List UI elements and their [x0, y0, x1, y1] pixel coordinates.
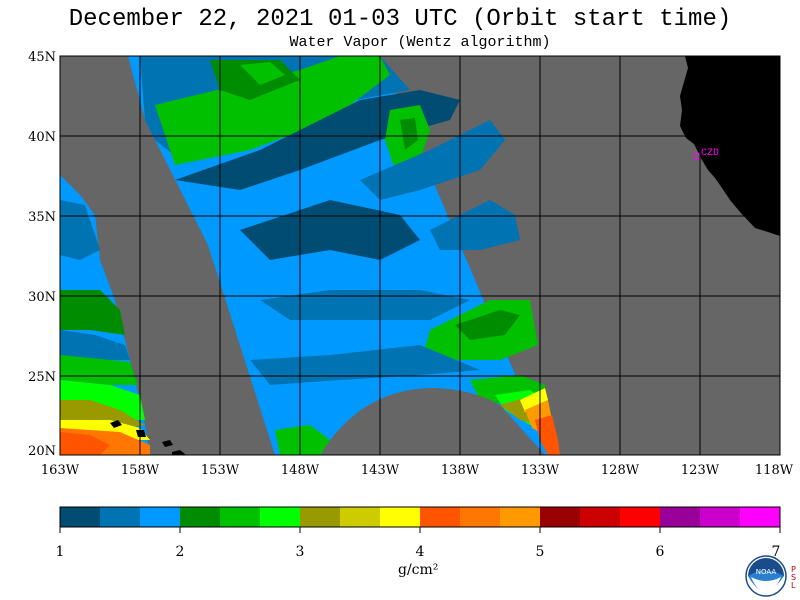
- station-label-czd: CZD: [701, 148, 719, 159]
- psl-label: PSL: [791, 566, 799, 590]
- colorbar-swatch: [500, 507, 540, 527]
- lon-label: 158W: [121, 463, 160, 478]
- colorbar-swatch: [220, 507, 260, 527]
- map-grid: [60, 56, 780, 455]
- map-subtitle: Water Vapor (Wentz algorithm): [289, 34, 551, 51]
- colorbar-tick-label: 2: [175, 544, 185, 560]
- lon-label: 153W: [201, 463, 240, 478]
- colorbar-swatch: [620, 507, 660, 527]
- colorbar-swatch: [660, 507, 700, 527]
- lon-label: 148W: [281, 463, 320, 478]
- left-swath: [60, 175, 150, 455]
- colorbar-swatch: [140, 507, 180, 527]
- lon-label: 138W: [441, 463, 480, 478]
- longitude-labels: 163W 158W 153W 148W 143W 138W 133W 128W …: [41, 463, 794, 478]
- colorbar-swatch: [60, 507, 100, 527]
- land-north-america: [680, 56, 780, 236]
- colorbar-swatch: [100, 507, 140, 527]
- colorbar-swatch: [340, 507, 380, 527]
- lon-label: 163W: [41, 463, 80, 478]
- colorbar-tick-label: 3: [295, 544, 305, 560]
- lat-label: 20N: [28, 444, 56, 459]
- colorbar-tick-label: 6: [655, 544, 665, 560]
- lon-label: 143W: [361, 463, 400, 478]
- colorbar-units: g/cm²: [398, 562, 439, 578]
- lat-label: 40N: [28, 130, 56, 145]
- colorbar-swatch: [540, 507, 580, 527]
- lat-label: 30N: [28, 290, 56, 305]
- latitude-labels: 45N 40N 35N 30N 25N 20N: [28, 50, 56, 459]
- colorbar-tick-label: 4: [415, 544, 425, 560]
- noaa-logo: NOAA: [745, 555, 787, 597]
- colorbar-swatch: [180, 507, 220, 527]
- colorbar-swatch: [420, 507, 460, 527]
- lon-label: 133W: [521, 463, 560, 478]
- colorbar-tick-label: 5: [535, 544, 545, 560]
- lat-label: 45N: [28, 50, 56, 65]
- colorbar-swatch: [300, 507, 340, 527]
- colorbar-swatch: [580, 507, 620, 527]
- map-frame: [59, 55, 781, 456]
- colorbar-swatch: [260, 507, 300, 527]
- colorbar-tick-label: 7: [771, 544, 781, 560]
- colorbar: [59, 506, 781, 533]
- colorbar-swatch: [380, 507, 420, 527]
- lat-label: 25N: [28, 370, 56, 385]
- right-swath: [128, 56, 560, 455]
- lon-label: 118W: [755, 463, 794, 478]
- lon-label: 128W: [601, 463, 640, 478]
- lon-label: 123W: [681, 463, 720, 478]
- psl-letters: PSL: [791, 565, 797, 590]
- logo-text: NOAA: [756, 568, 777, 576]
- lat-label: 35N: [28, 210, 56, 225]
- colorbar-swatch: [740, 507, 780, 527]
- colorbar-tick-label: 1: [55, 544, 65, 560]
- colorbar-swatch: [700, 507, 740, 527]
- colorbar-swatch: [460, 507, 500, 527]
- hawaii-islands: [110, 420, 186, 455]
- map-title: December 22, 2021 01-03 UTC (Orbit start…: [68, 6, 732, 33]
